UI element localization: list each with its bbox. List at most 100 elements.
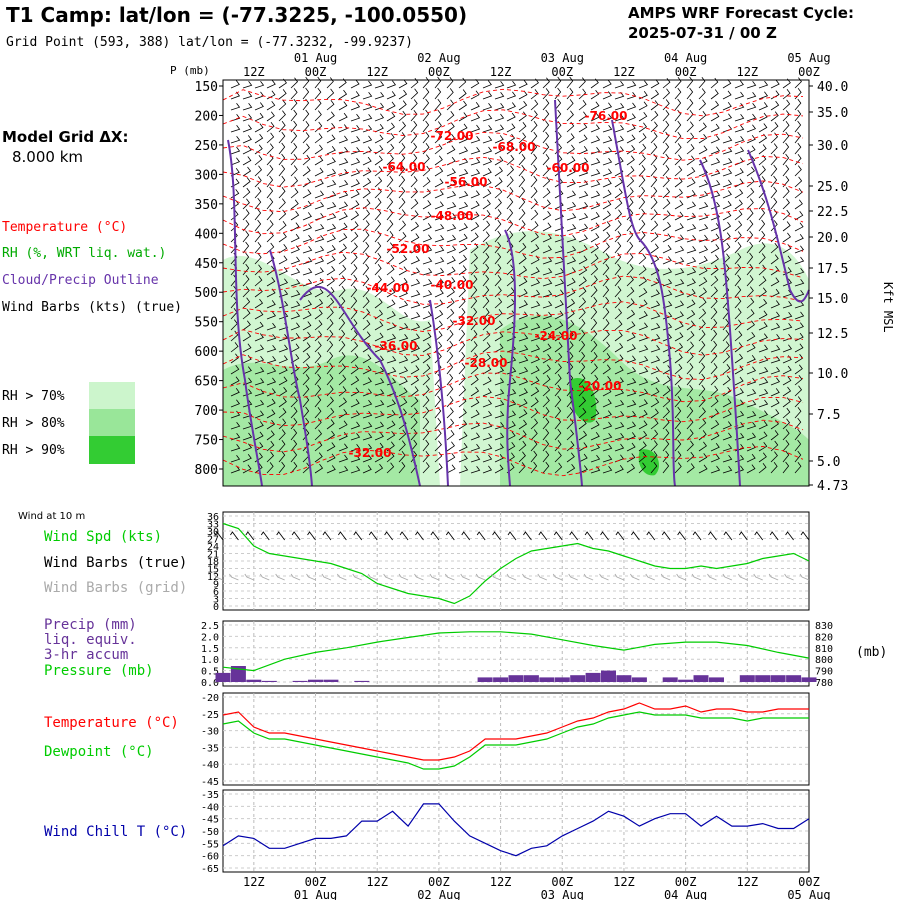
wind-barb	[506, 431, 516, 441]
wind-barb	[590, 89, 600, 100]
wind-barb	[446, 99, 455, 111]
wind-barb	[482, 376, 492, 386]
wind-barb	[374, 321, 384, 331]
wind-barb	[434, 440, 442, 452]
wind-barb	[746, 464, 756, 474]
wind-barb-grid	[737, 573, 748, 581]
wind-barb	[470, 90, 480, 100]
wind-barb	[470, 352, 479, 364]
wind-barb	[266, 101, 276, 111]
wind-barb	[698, 179, 709, 188]
wind-barb	[254, 264, 263, 276]
wind-barb	[638, 253, 647, 265]
wind-barb	[554, 406, 562, 419]
wind-barb	[674, 462, 682, 474]
wind-barb	[470, 190, 480, 199]
wind-barb	[266, 186, 274, 199]
wind-barb-grid	[506, 573, 517, 581]
wind-barb-true	[538, 531, 548, 541]
wind-barb-true	[630, 531, 640, 541]
wind-barb	[602, 307, 610, 320]
wind-barb	[650, 344, 661, 353]
wind-barb	[578, 157, 589, 166]
wind-barb	[626, 309, 636, 320]
wind-barb	[770, 90, 780, 100]
wind-barb	[290, 322, 301, 331]
wind-barb	[494, 343, 504, 353]
wind-barb	[230, 376, 240, 386]
wind-barb	[530, 300, 541, 309]
wind-barb	[494, 453, 504, 463]
wind-barb	[506, 241, 514, 254]
wind-barb	[482, 252, 490, 265]
wind-barb	[278, 99, 287, 111]
wind-barb	[362, 91, 373, 100]
wind-barbs-field	[230, 76, 805, 474]
wind-barb	[446, 110, 455, 122]
temperature-contour-label: -52.00	[387, 242, 430, 256]
wind-barb	[266, 322, 277, 331]
wind-barb	[278, 355, 288, 364]
wind-barb	[734, 231, 742, 243]
wind-barb	[650, 232, 659, 243]
wind-barb	[602, 444, 613, 452]
wind-barb	[770, 208, 778, 221]
wind-barb	[662, 267, 673, 276]
wind-barb	[578, 318, 586, 331]
wind-barb	[230, 91, 241, 100]
wind-barb	[362, 220, 370, 232]
wind-barb	[374, 241, 382, 254]
y-tick-label: -50	[201, 827, 219, 838]
wind-barb	[794, 406, 802, 419]
wind-barb	[770, 254, 779, 265]
wind-barb	[542, 245, 552, 254]
wind-barb	[674, 428, 682, 441]
wind-barb	[758, 242, 766, 254]
wind-barb	[446, 308, 455, 320]
wind-barb	[314, 395, 322, 408]
wind-barb	[638, 344, 649, 353]
rh-swatch-90	[89, 436, 135, 464]
wind-barb	[746, 241, 754, 254]
wind-barb	[542, 417, 550, 430]
wind-barb	[782, 187, 790, 199]
temperature-contour-label: -76.00	[585, 109, 628, 123]
wind-barb	[566, 429, 575, 441]
wind-barb	[422, 462, 430, 474]
wind-barb	[722, 386, 732, 397]
precip-bar	[616, 675, 632, 682]
wind-barb	[374, 208, 382, 221]
wind-barb	[242, 124, 253, 133]
wind-barb	[530, 333, 541, 342]
wind-barb	[518, 153, 526, 166]
wind-barb	[422, 289, 433, 298]
wind-barb	[326, 255, 336, 265]
wind-barb	[446, 202, 457, 210]
wind-barb	[650, 300, 661, 309]
wind-barb	[230, 135, 241, 144]
wind-barb	[458, 307, 466, 320]
wind-barb	[410, 153, 418, 166]
wind-chill-line	[222, 803, 810, 857]
wind-barb	[326, 88, 335, 100]
wind-barb	[758, 276, 767, 287]
cloud-outline-line	[747, 149, 810, 303]
wind-barb	[374, 400, 385, 408]
wind-barb	[458, 233, 468, 243]
wind-barb	[470, 375, 479, 386]
wind-barb	[242, 241, 250, 254]
wind-barb	[554, 278, 565, 287]
wind-barb	[290, 354, 300, 364]
wind-barb	[254, 410, 265, 419]
wind-barb	[710, 265, 719, 276]
wind-barb	[578, 234, 588, 243]
wind-barb	[794, 428, 802, 441]
pressure-axis-label: P (mb)	[170, 64, 210, 77]
wind-barb	[746, 177, 755, 188]
wind-barb	[650, 100, 659, 111]
temperature-panel-frame	[222, 692, 810, 786]
wind-barb	[746, 124, 757, 133]
wind-barb	[470, 113, 481, 122]
wind-barb	[326, 212, 337, 221]
legend-wind-chill: Wind Chill T (°C)	[44, 824, 187, 840]
